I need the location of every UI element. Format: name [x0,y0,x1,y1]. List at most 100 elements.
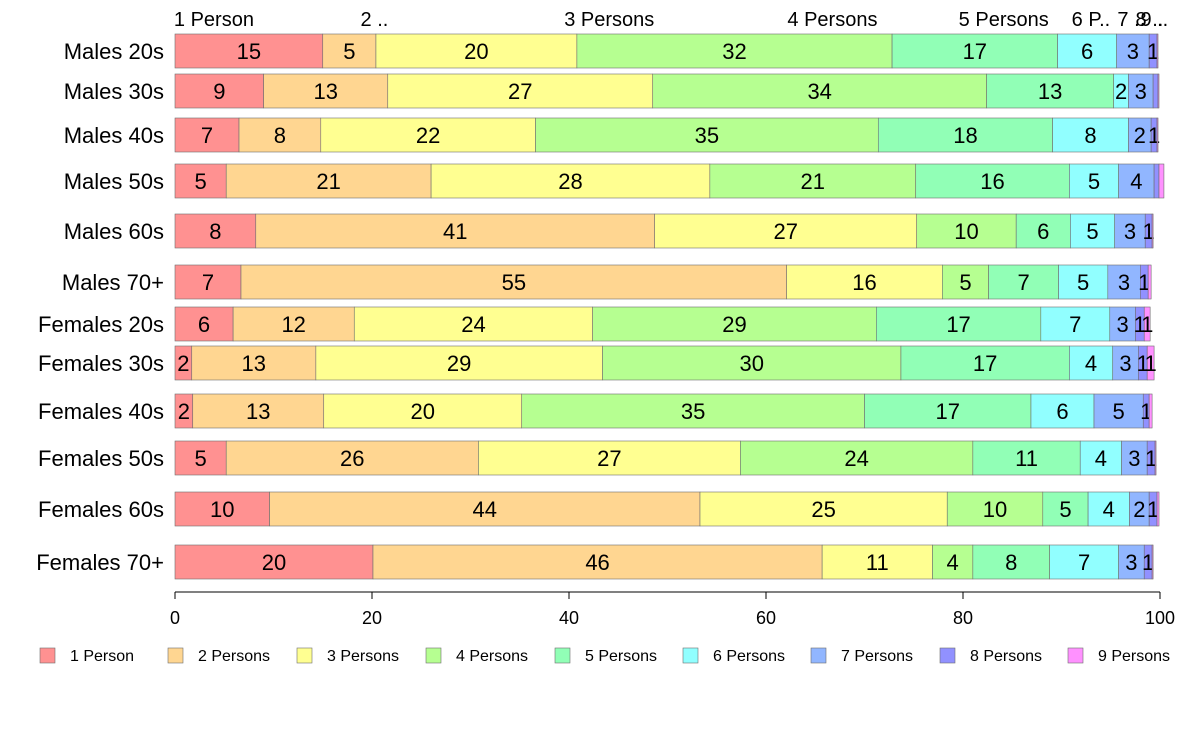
row-label-females-70plus: Females 70+ [36,550,164,575]
bar-segment-females-30s-7-persons [1112,345,1139,381]
data-label-males-20s-3-persons: 20 [464,39,488,64]
top-label-4-persons: 4 Persons [787,9,877,31]
bar-segment-females-40s-7-persons [1093,393,1144,429]
bar-segment-females-60s-9-persons [1156,491,1160,527]
bar-segment-females-40s-4-persons [521,393,865,429]
legend-label-3-persons: 3 Persons [327,648,399,665]
bar-segment-females-50s-9-persons [1154,440,1157,476]
bar-segment-males-30s-5-persons [986,73,1115,109]
data-label-males-70plus-2-persons: 55 [502,270,526,295]
data-label-males-40s-8-persons: 1 [1148,123,1160,148]
x-tick-label-0: 0 [170,608,180,628]
data-label-males-30s-7-persons: 3 [1135,79,1147,104]
data-label-males-50s-7-persons: 4 [1130,169,1142,194]
bar-segment-males-60s-3-persons [654,213,918,249]
bar-segment-females-50s-2-persons [225,440,479,476]
top-label-2-persons: 2 .. [361,9,389,31]
row-label-males-60s: Males 60s [64,219,164,244]
bar-segment-females-30s-2-persons [191,345,317,381]
bar-segment-males-40s-5-persons [877,117,1053,153]
bar-segment-females-70plus-6-persons [1049,544,1119,580]
legend-label-9-persons: 9 Persons [1098,648,1170,665]
bar-segment-females-20s-5-persons [876,306,1042,342]
data-label-males-70plus-1-person: 7 [202,270,214,295]
bar-segment-females-70plus-3-persons [821,544,933,580]
bar-segment-females-50s-4-persons [740,440,974,476]
row-label-males-40s: Males 40s [64,123,164,148]
bar-segment-males-70plus-9-persons [1147,264,1152,300]
bar-segment-males-30s-4-persons [652,73,987,109]
bar-segment-males-30s-8-persons [1152,73,1159,109]
data-label-males-70plus-5-persons: 7 [1017,270,1029,295]
data-label-males-30s-3-persons: 27 [508,79,532,104]
data-label-females-30s-7-persons: 3 [1119,351,1131,376]
data-label-males-70plus-4-persons: 5 [959,270,971,295]
legend-swatch-9-persons [1067,647,1084,664]
bar-segment-males-20s-6-persons [1057,33,1117,69]
row-label-females-60s: Females 60s [38,497,164,522]
data-label-females-20s-5-persons: 17 [946,312,970,337]
bar-segment-females-20s-3-persons [353,306,593,342]
data-label-females-50s-6-persons: 4 [1095,446,1107,471]
data-label-males-50s-5-persons: 16 [980,169,1004,194]
row-label-females-50s: Females 50s [38,446,164,471]
bar-segment-females-30s-9-persons [1146,345,1155,381]
data-label-females-60s-7-persons: 2 [1133,497,1145,522]
data-label-males-20s-5-persons: 17 [963,39,987,64]
data-label-males-50s-1-person: 5 [194,169,206,194]
data-label-males-40s-5-persons: 18 [953,123,977,148]
data-label-females-40s-1-person: 2 [178,399,190,424]
top-label-8-persons: 8 .. [1136,9,1164,31]
data-label-females-50s-7-persons: 3 [1128,446,1140,471]
legend-swatch-8-persons [939,647,956,664]
legend-swatch-6-persons [682,647,699,664]
data-label-females-60s-1-person: 10 [210,497,234,522]
data-label-females-60s-3-persons: 25 [811,497,835,522]
data-label-males-30s-5-persons: 13 [1038,79,1062,104]
legend-label-8-persons: 8 Persons [970,648,1042,665]
bar-segment-females-20s-4-persons [592,306,877,342]
legend-label-6-persons: 6 Persons [713,648,785,665]
bar-segment-females-40s-3-persons [323,393,523,429]
bar-segment-males-20s-1-person [174,33,324,69]
data-label-females-30s-5-persons: 17 [973,351,997,376]
data-label-females-20s-9-persons: 1 [1141,312,1153,337]
bar-segment-males-50s-5-persons [915,163,1070,199]
bar-segment-females-20s-9-persons [1143,306,1151,342]
bar-segment-males-60s-9-persons [1151,213,1154,249]
bar-segment-females-50s-6-persons [1079,440,1122,476]
data-label-females-60s-2-persons: 44 [473,497,497,522]
bar-segment-males-30s-9-persons [1157,73,1160,109]
data-label-females-30s-9-persons: 1 [1145,351,1157,376]
top-label-1-person: 1 Person [174,9,254,31]
data-label-females-40s-6-persons: 6 [1056,399,1068,424]
data-label-males-40s-1-person: 7 [201,123,213,148]
bar-segment-females-20s-7-persons [1109,306,1136,342]
top-label-5-persons: 5 Persons [959,9,1049,31]
x-tick-label-100: 100 [1145,608,1175,628]
data-label-females-70plus-3-persons: 11 [866,550,889,575]
data-label-females-60s-6-persons: 4 [1103,497,1115,522]
data-label-females-70plus-2-persons: 46 [585,550,609,575]
data-label-females-70plus-1-person: 20 [262,550,286,575]
bar-segment-females-50s-3-persons [478,440,741,476]
data-label-males-50s-4-persons: 21 [801,169,825,194]
bar-segment-females-20s-2-persons [232,306,355,342]
bar-segment-females-30s-3-persons [315,345,603,381]
top-label-9-persons: 9 .. [1140,9,1168,31]
row-label-males-50s: Males 50s [64,169,164,194]
data-label-males-20s-4-persons: 32 [722,39,746,64]
data-label-females-60s-4-persons: 10 [983,497,1007,522]
data-label-females-50s-4-persons: 24 [844,446,868,471]
legend-swatch-2-persons [167,647,184,664]
x-tick-label-60: 60 [756,608,776,628]
data-label-males-50s-6-persons: 5 [1088,169,1100,194]
data-label-males-60s-7-persons: 3 [1124,219,1136,244]
bar-segment-males-60s-2-persons [255,213,655,249]
x-axis: 0 20 40 60 80 100 [170,591,1175,628]
data-label-males-40s-4-persons: 35 [695,123,719,148]
data-label-males-50s-2-persons: 21 [316,169,340,194]
row-label-females-40s: Females 40s [38,399,164,424]
bar-segment-females-70plus-4-persons [932,544,974,580]
